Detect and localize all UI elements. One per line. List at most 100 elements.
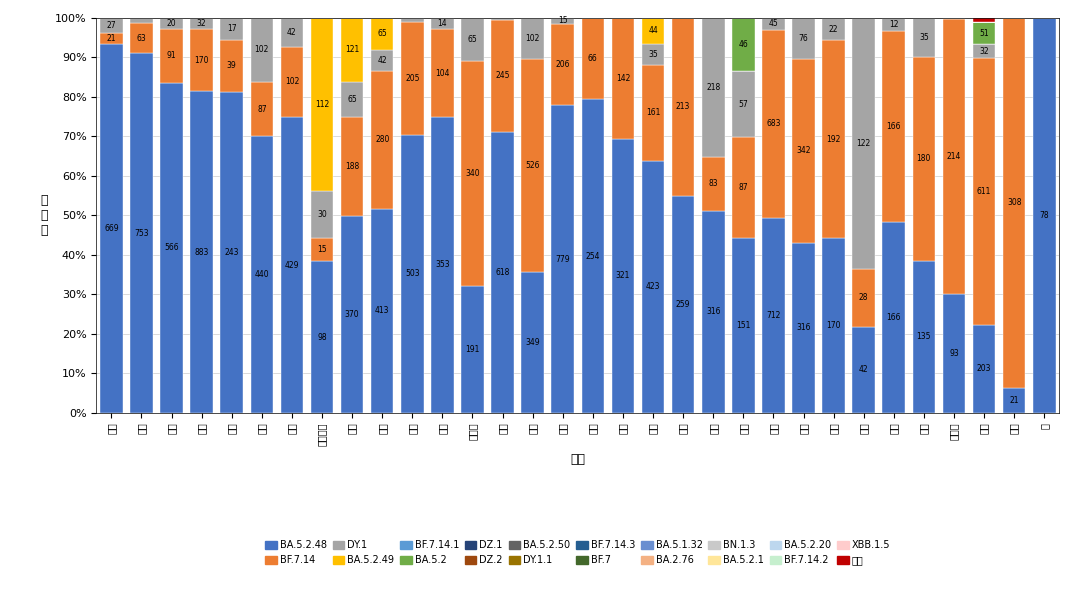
Text: 104: 104 xyxy=(435,68,449,78)
Bar xyxy=(101,32,123,44)
Text: 440: 440 xyxy=(255,270,270,279)
Bar xyxy=(190,18,213,30)
Text: 254: 254 xyxy=(585,251,600,261)
Bar xyxy=(823,238,845,413)
Text: 39: 39 xyxy=(227,61,236,70)
Bar xyxy=(642,161,664,413)
Bar xyxy=(220,91,243,413)
Bar xyxy=(883,31,905,222)
Text: 57: 57 xyxy=(738,100,748,109)
Text: 245: 245 xyxy=(495,71,509,80)
Text: 214: 214 xyxy=(947,152,961,161)
Text: 205: 205 xyxy=(406,74,419,83)
Text: 166: 166 xyxy=(887,122,901,132)
Bar xyxy=(1033,18,1055,413)
Text: 683: 683 xyxy=(766,119,781,128)
Text: 611: 611 xyxy=(977,187,991,196)
Bar xyxy=(131,53,153,413)
Text: 35: 35 xyxy=(648,50,658,59)
Bar xyxy=(160,18,183,30)
Text: 342: 342 xyxy=(796,146,811,155)
Bar xyxy=(551,24,574,105)
Bar xyxy=(792,18,814,58)
Text: 353: 353 xyxy=(435,260,449,270)
Text: 27: 27 xyxy=(107,21,117,30)
Bar xyxy=(431,18,454,30)
Legend: BA.5.2.48, BF.7.14, DY.1, BA.5.2.49, BF.7.14.1, BA.5.2, DZ.1, DZ.2, BA.5.2.50, D: BA.5.2.48, BF.7.14, DY.1, BA.5.2.49, BF.… xyxy=(261,536,895,569)
Text: 142: 142 xyxy=(615,74,630,83)
Text: 45: 45 xyxy=(768,19,778,28)
Bar xyxy=(491,132,514,413)
Bar xyxy=(101,18,123,32)
Bar xyxy=(371,50,394,71)
Bar xyxy=(310,238,333,261)
Text: 87: 87 xyxy=(738,183,748,192)
Text: 188: 188 xyxy=(345,162,360,171)
Text: 526: 526 xyxy=(525,161,540,170)
Bar xyxy=(913,57,935,261)
Text: 429: 429 xyxy=(285,261,300,270)
Bar xyxy=(823,40,845,238)
Text: 566: 566 xyxy=(164,243,179,253)
Bar xyxy=(431,30,454,117)
Text: 20: 20 xyxy=(167,19,177,28)
Text: 259: 259 xyxy=(676,300,690,309)
Text: 83: 83 xyxy=(708,179,718,188)
Bar xyxy=(310,191,333,238)
Bar xyxy=(1003,388,1025,413)
Bar xyxy=(250,136,273,413)
Bar xyxy=(280,18,303,47)
Bar xyxy=(341,18,364,82)
Text: 180: 180 xyxy=(917,155,931,163)
Text: 321: 321 xyxy=(615,271,630,280)
Y-axis label: 构
成
比: 构 成 比 xyxy=(40,194,47,237)
Bar xyxy=(702,18,724,158)
Text: 779: 779 xyxy=(555,254,570,264)
Bar xyxy=(190,91,213,413)
Bar xyxy=(762,30,784,218)
Bar xyxy=(612,139,635,413)
Text: 102: 102 xyxy=(255,45,269,54)
Bar xyxy=(220,18,243,40)
Bar xyxy=(853,326,875,413)
Bar xyxy=(732,137,754,238)
Text: 349: 349 xyxy=(525,338,540,347)
Text: 63: 63 xyxy=(137,34,147,42)
Bar xyxy=(461,286,484,413)
Bar xyxy=(341,117,364,217)
Text: 883: 883 xyxy=(195,248,209,257)
Text: 42: 42 xyxy=(859,365,869,374)
Bar xyxy=(973,18,995,22)
Bar xyxy=(642,18,664,44)
Bar xyxy=(1003,18,1025,388)
Bar xyxy=(160,83,183,413)
Text: 42: 42 xyxy=(378,55,387,65)
Text: 316: 316 xyxy=(706,307,720,316)
Text: 22: 22 xyxy=(829,25,839,34)
Text: 166: 166 xyxy=(887,313,901,322)
Text: 122: 122 xyxy=(857,139,871,148)
Bar xyxy=(883,222,905,413)
Bar xyxy=(582,99,605,413)
Text: 15: 15 xyxy=(557,16,567,25)
Bar xyxy=(943,294,965,413)
Bar xyxy=(582,18,605,99)
Bar xyxy=(883,18,905,31)
Bar xyxy=(943,19,965,294)
Bar xyxy=(973,324,995,413)
Text: 370: 370 xyxy=(345,310,360,319)
Bar xyxy=(792,58,814,243)
Bar xyxy=(190,30,213,91)
Text: 42: 42 xyxy=(287,28,296,37)
Bar xyxy=(160,30,183,83)
Bar xyxy=(762,18,784,30)
Text: 17: 17 xyxy=(227,24,236,34)
Text: 32: 32 xyxy=(979,47,989,56)
Bar xyxy=(973,58,995,325)
Text: 65: 65 xyxy=(348,95,357,104)
Bar xyxy=(310,18,333,191)
Bar xyxy=(823,18,845,40)
Text: 12: 12 xyxy=(889,20,899,29)
Text: 46: 46 xyxy=(738,40,748,49)
Bar xyxy=(401,22,424,135)
